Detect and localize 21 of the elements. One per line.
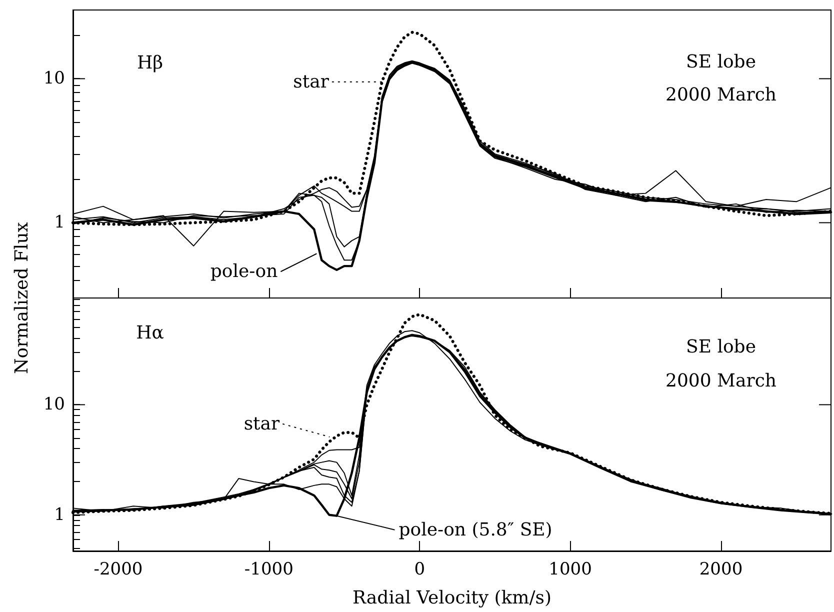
annotation: 2000 March [666,370,777,392]
annotation: star [244,413,280,434]
x-axis-title: Radial Velocity (km/s) [352,588,552,608]
x-tick-label: 2000 [699,560,743,580]
y-tick-label: 1 [54,212,65,233]
x-tick-label: 0 [414,560,426,580]
annotation: pole-on (5.8″ SE) [398,519,552,540]
annotation: SE lobe [686,336,756,358]
y-tick-label: 10 [43,394,65,415]
x-tick-label: -2000 [94,560,143,580]
x-tick-label: 1000 [548,560,592,580]
annotation: star [293,71,330,92]
annotation: 2000 March [666,84,777,106]
y-tick-label: 10 [43,68,65,89]
y-tick-label: 1 [54,504,65,525]
x-tick-label: -1000 [244,560,294,580]
annotation: SE lobe [686,52,756,72]
annotation: Hβ [136,52,164,74]
y-axis-title: Normalized Flux [12,222,32,374]
annotation: Hα [136,322,164,344]
annotation: pole-on [210,261,278,282]
